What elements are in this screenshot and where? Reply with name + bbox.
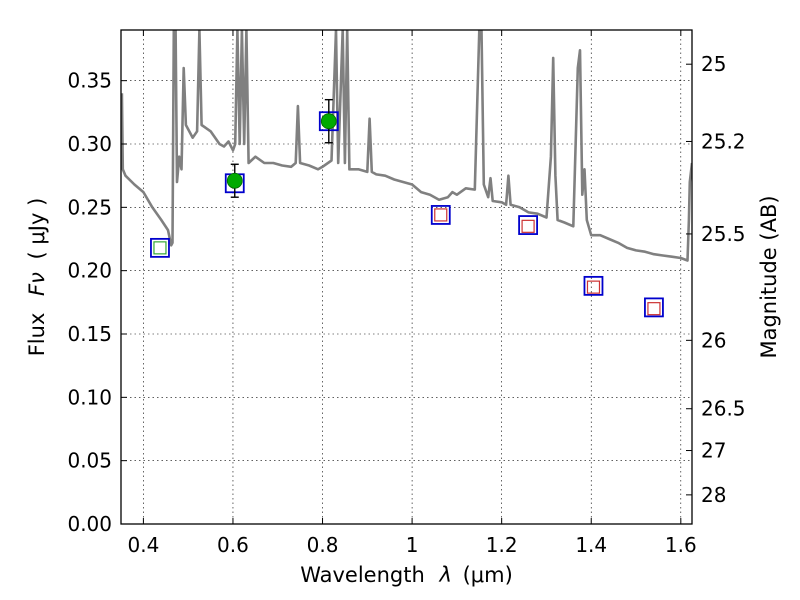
observed-photometry-point [226,172,243,189]
x-tick-label: 1.2 [486,533,518,557]
y-tick-label: 0.30 [67,132,112,156]
y2-tick-label: 25.5 [701,222,746,246]
x-tick-label: 0.6 [217,533,249,557]
upper-limit-square [521,219,535,233]
x-tick-label: 1 [406,533,419,557]
upper-limit-square [647,302,661,316]
y2-tick-label: 25.2 [701,129,746,153]
y-axis-label-text: Flux [25,313,49,357]
y2-tick-label: 25 [701,52,726,76]
model-photometry-square [430,205,451,225]
model-photometry-square [518,215,538,235]
x-axis-label: Wavelength λ (μm) [300,563,513,587]
y2-tick-label: 26.5 [701,397,746,421]
upper-limit-square [586,280,601,294]
x-axis-label-symbol: λ [438,563,451,587]
upper-limit-square [153,241,167,255]
x-axis-label-unit: (μm) [463,563,513,587]
y-tick-label: 0.25 [67,195,112,219]
y-axis-label-unit: ( μJy ) [25,198,49,260]
plot-frame [120,29,693,525]
y2-tick-label: 26 [701,328,726,352]
y-tick-label: 0.35 [67,69,112,93]
x-tick-label: 0.4 [127,533,159,557]
photometry-points [150,98,664,318]
observed-photometry-point [320,113,337,130]
y-tick-label: 0.10 [67,385,112,409]
model-photometry-square [150,237,170,258]
y-tick-label: 0.20 [67,259,112,283]
y-tick-label: 0.00 [67,512,112,536]
y-axis-label-symbol: Fν [25,272,49,296]
axis-ticks: 0.4 0.6 0.8 1 1.2 1.4 1.6 0.00 0.05 0.10 0.15 0.20 0… [67,30,746,557]
spectrum-layer [121,30,692,262]
y2-tick-label: 28 [701,483,726,507]
y2-axis-label: Magnitude (AB) [757,195,781,358]
x-tick-label: 1.4 [575,533,607,557]
x-tick-label: 1.6 [665,533,697,557]
y-tick-label: 0.05 [67,449,112,473]
model-photometry-square [583,275,604,296]
model-photometry-square [644,297,664,318]
y2-tick-label: 27 [701,439,726,463]
upper-limit-square [434,208,448,222]
x-tick-label: 0.8 [307,533,339,557]
y-axis-label: Flux Fν ( μJy ) [25,198,49,357]
model-spectrum-line [121,30,692,262]
grid-lines [121,30,692,525]
x-axis-label-text: Wavelength [300,563,425,587]
y-tick-label: 0.15 [67,322,112,346]
